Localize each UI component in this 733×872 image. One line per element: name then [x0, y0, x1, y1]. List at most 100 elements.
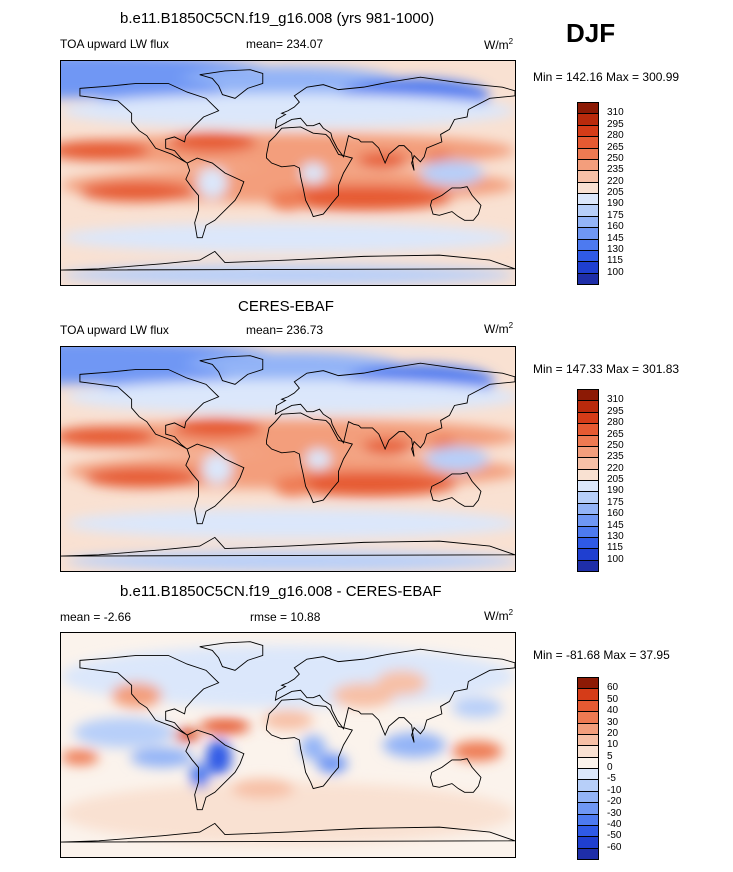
colorbar-tick-label: 235	[607, 451, 624, 463]
colorbar-tick-label: -60	[607, 841, 622, 853]
colorbar-tick-label: 20	[607, 727, 619, 739]
field-contour	[66, 508, 515, 539]
field-contour	[451, 697, 503, 718]
colorbar-tick-label: -30	[607, 807, 622, 819]
colorbar-tick-label: 160	[607, 221, 624, 233]
colorbar-tick-label: 115	[607, 542, 623, 554]
coastline-greenland	[199, 355, 264, 385]
panel1-map	[60, 60, 516, 286]
colorbar-tick-label: -10	[607, 784, 622, 796]
field-contour	[376, 670, 427, 696]
colorbar-tick-label: 220	[607, 462, 624, 474]
colorbar-tick-label: 100	[607, 266, 624, 278]
coastline-australia	[430, 758, 482, 793]
coastline-north-america	[79, 654, 220, 736]
field-contour	[61, 140, 150, 161]
panel1-title: b.e11.B1850C5CN.f19_g16.008 (yrs 981-100…	[120, 10, 435, 27]
colorbar-tick-label: 205	[607, 474, 624, 485]
colorbar-box	[577, 559, 599, 572]
colorbar-tick-label: 280	[607, 130, 624, 142]
season-label: DJF	[566, 18, 616, 48]
coastline-greenland	[199, 69, 264, 99]
coastline-europe-asia	[274, 648, 515, 743]
panel2-mean: mean= 236.73	[246, 323, 324, 337]
coastline-south-america	[185, 157, 245, 239]
field-contour	[317, 753, 348, 774]
field-contour	[168, 131, 257, 152]
field-contour	[66, 551, 515, 571]
field-contour	[231, 778, 295, 799]
field-contour	[382, 732, 446, 758]
panel1-variable: TOA upward LW flux	[60, 37, 169, 51]
coastline-australia	[430, 186, 482, 221]
colorbar-tick-label: 295	[607, 118, 624, 130]
colorbar-tick-label: 295	[607, 405, 624, 417]
panel1-mean: mean= 234.07	[246, 37, 324, 51]
field-contour	[357, 153, 408, 169]
colorbar-tick-label: 100	[607, 553, 624, 565]
coastline-antarctica	[61, 822, 515, 843]
panel2-units: W/m2	[484, 321, 514, 336]
field-contour	[362, 439, 413, 455]
coastline-australia	[430, 472, 482, 507]
field-contour	[305, 449, 331, 469]
colorbar-tick-label: 145	[607, 232, 624, 244]
panel2-minmax: Min = 147.33 Max = 301.83	[533, 362, 680, 376]
field-contour	[199, 718, 251, 734]
colorbar-tick-label: 280	[607, 417, 624, 429]
colorbar-tick-label: 60	[607, 682, 619, 694]
colorbar-box	[577, 272, 599, 285]
colorbar-tick-label: -50	[607, 830, 622, 842]
coastline-europe-asia	[274, 76, 515, 171]
field-contour	[61, 782, 515, 845]
colorbar-box	[577, 847, 599, 860]
colorbar-tick-label: 50	[607, 693, 619, 705]
colorbar-tick-label: -40	[607, 818, 622, 830]
panel3-title: b.e11.B1850C5CN.f19_g16.008 - CERES-EBAF	[120, 583, 442, 600]
colorbar-tick-label: 10	[607, 739, 619, 751]
panel3-rmse: rmse = 10.88	[250, 610, 321, 624]
colorbar-tick-label: 115	[607, 255, 623, 267]
field-contour	[173, 417, 262, 438]
field-contour	[300, 163, 326, 183]
field-contour	[332, 682, 396, 708]
field-contour	[262, 710, 314, 731]
coastline-antarctica	[61, 536, 515, 557]
colorbar-tick-label: 175	[607, 209, 624, 221]
colorbar-tick-label: 145	[607, 519, 624, 531]
field-contour	[61, 222, 515, 253]
colorbar-tick-label: 160	[607, 508, 624, 520]
field-contour	[202, 454, 233, 484]
colorbar-tick-label: 205	[607, 187, 624, 198]
field-contour	[79, 181, 194, 202]
field-contour	[197, 168, 228, 198]
field-contour	[189, 763, 210, 789]
colorbar-tick-label: 130	[607, 243, 624, 255]
panel2-colorbar: 310 295 280 265 250 235 220 205 190 175 160 145 130 1…	[577, 389, 657, 572]
colorbar-tick-label: 40	[607, 705, 619, 717]
panel1-colorbar: 310 295 280 265 250 235 220 205 190 175 160 145 130 1…	[577, 102, 657, 285]
coastline-africa	[266, 698, 354, 790]
panel2-title: CERES-EBAF	[238, 298, 334, 315]
map-canvas	[61, 347, 515, 571]
colorbar-tick-label: 175	[607, 496, 624, 508]
panel3-map	[60, 632, 516, 858]
field-contour	[425, 446, 489, 472]
map-canvas	[61, 61, 515, 285]
colorbar-tick-label: 220	[607, 175, 624, 187]
field-contour	[111, 682, 162, 708]
colorbar-tick-label: 235	[607, 164, 624, 176]
field-contour	[73, 717, 175, 748]
field-contour	[66, 379, 515, 415]
panel1-units: W/m2	[484, 37, 514, 52]
field-contour	[420, 160, 484, 186]
field-contour	[269, 190, 307, 211]
panel3-units: W/m2	[484, 608, 514, 623]
colorbar-tick-label: 250	[607, 439, 624, 451]
colorbar-tick-label: 265	[607, 141, 624, 153]
colorbar-tick-label: 190	[607, 198, 624, 210]
field-contour	[275, 185, 452, 211]
field-contour	[206, 740, 232, 775]
colorbar-tick-label: -20	[607, 796, 622, 808]
